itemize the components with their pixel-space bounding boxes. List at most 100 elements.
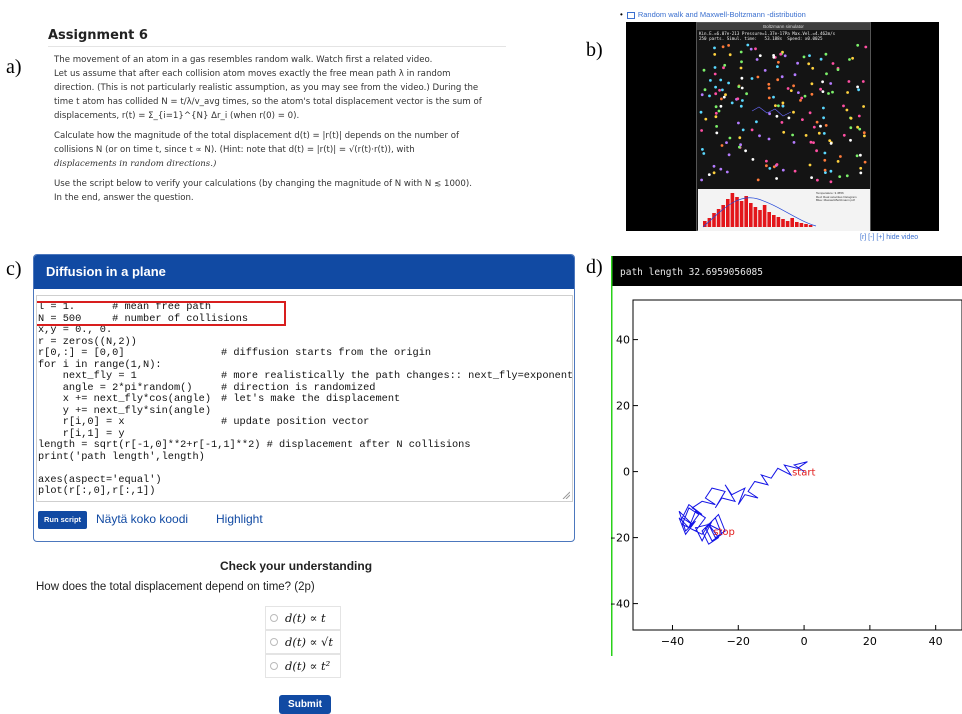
highlight-link[interactable]: Highlight — [216, 512, 263, 526]
particle — [714, 85, 717, 89]
histogram-bar — [785, 221, 790, 227]
video-link[interactable]: • Random walk and Maxwell-Boltzmann -dist… — [620, 10, 806, 19]
histogram-bar — [749, 203, 753, 227]
particle — [767, 82, 771, 86]
axis-ticks: −40 −20 0 20 40 40 20 0 −20 −40 — [607, 334, 943, 648]
particle — [730, 101, 734, 105]
simulator-titlebar: Boltzmann simulator — [697, 23, 870, 30]
video-controls[interactable]: [r] [-] [+] hide video — [860, 234, 919, 241]
video-player[interactable]: Boltzmann simulator Kin.E.=6.07e-213 Pre… — [626, 22, 939, 231]
particle — [745, 92, 748, 96]
histogram-bar — [762, 205, 767, 227]
histogram-bar — [707, 218, 712, 227]
particle — [859, 166, 863, 170]
radio-button[interactable] — [270, 638, 278, 646]
show-full-code-link[interactable]: Näytä koko koodi — [96, 512, 189, 526]
y-tick-label: 0 — [623, 466, 630, 479]
histogram-bar — [703, 221, 707, 227]
particle-trace — [751, 106, 792, 117]
particle — [817, 131, 821, 135]
particle — [791, 133, 794, 137]
particle — [819, 87, 822, 91]
radio-button[interactable] — [270, 662, 278, 670]
particle — [779, 52, 783, 56]
particle — [736, 97, 740, 101]
particle — [783, 54, 787, 58]
assignment-paragraph-2: Calculate how the magnitude of the total… — [54, 129, 506, 171]
particle-field — [699, 43, 868, 184]
plot-panel: path length 32.6959056085 −40 −20 0 20 40 40 2… — [607, 256, 962, 656]
code-line: r[0,:] = [0,0] — [38, 347, 125, 359]
particle — [700, 93, 704, 97]
random-walk-line — [678, 461, 808, 545]
editor-title: Diffusion in a plane — [34, 255, 574, 289]
answer-option-1[interactable]: d(t) ∝ t — [265, 606, 341, 630]
particle — [804, 134, 808, 137]
video-link-text: Random walk and Maxwell-Boltzmann -distr… — [637, 10, 806, 19]
particle — [739, 143, 742, 147]
code-textarea[interactable]: l = 1. # mean free path N = 500 # number … — [36, 295, 573, 502]
submit-button[interactable]: Submit — [279, 695, 331, 714]
code-editor-panel: Diffusion in a plane l = 1. # mean free … — [33, 254, 575, 542]
particle — [776, 78, 780, 82]
particle — [812, 141, 815, 144]
code-comment: # direction is randomized — [221, 381, 376, 394]
particle — [808, 54, 811, 57]
simulator-window: Boltzmann simulator Kin.E.=6.07e-213 Pre… — [696, 22, 871, 231]
histogram-bar — [735, 197, 739, 227]
simulator-stats-line2: 250 parts. Simul. time: 53.188s Speed: x… — [699, 36, 823, 42]
resize-grip-icon[interactable] — [562, 491, 570, 499]
code-line: next_fly = 1 — [38, 370, 137, 382]
particle — [856, 125, 859, 129]
histogram-bar — [799, 223, 804, 227]
particle — [792, 84, 795, 88]
y-tick-label: −40 — [611, 598, 630, 611]
particle — [822, 116, 825, 120]
particle — [831, 62, 835, 65]
histogram-bar — [721, 205, 725, 227]
stop-label: stop — [713, 527, 735, 538]
particle — [849, 138, 852, 142]
particle — [750, 77, 754, 80]
y-tick-label: 20 — [616, 400, 630, 413]
velocity-histogram: Temperature: 3.4556 Red: Real velocities… — [698, 189, 870, 231]
particle — [713, 72, 717, 76]
x-tick-label: −20 — [727, 635, 750, 648]
answer-option-2[interactable]: d(t) ∝ √t — [265, 630, 341, 654]
particle — [767, 137, 771, 141]
histogram-bar — [772, 215, 776, 227]
particle — [714, 105, 718, 109]
run-script-button[interactable]: Run script — [38, 511, 87, 529]
particle — [782, 130, 786, 134]
particle — [737, 121, 740, 125]
particle — [765, 159, 768, 163]
radio-button[interactable] — [270, 614, 278, 622]
histogram-bar — [795, 222, 799, 227]
particle — [827, 92, 830, 95]
particle — [862, 131, 866, 135]
particle — [713, 66, 717, 69]
particle — [739, 50, 743, 54]
bullet-icon: • — [620, 10, 623, 19]
particle — [775, 177, 778, 180]
particle — [810, 82, 814, 86]
particle — [822, 132, 826, 135]
histogram-plot — [702, 193, 817, 228]
particle — [763, 69, 767, 72]
particle — [863, 134, 866, 138]
histogram-curve — [702, 197, 817, 228]
histogram-bar — [739, 201, 744, 227]
particle — [727, 44, 730, 47]
particle — [720, 97, 723, 101]
particle — [750, 128, 754, 132]
particle — [807, 62, 811, 66]
particle — [741, 128, 745, 132]
particle — [851, 56, 854, 60]
particle — [839, 155, 842, 158]
particle — [775, 114, 779, 118]
histogram-bar — [804, 224, 808, 227]
particle — [719, 167, 723, 171]
particle — [819, 57, 823, 61]
particle — [775, 163, 779, 166]
answer-option-3[interactable]: d(t) ∝ t² — [265, 654, 341, 678]
